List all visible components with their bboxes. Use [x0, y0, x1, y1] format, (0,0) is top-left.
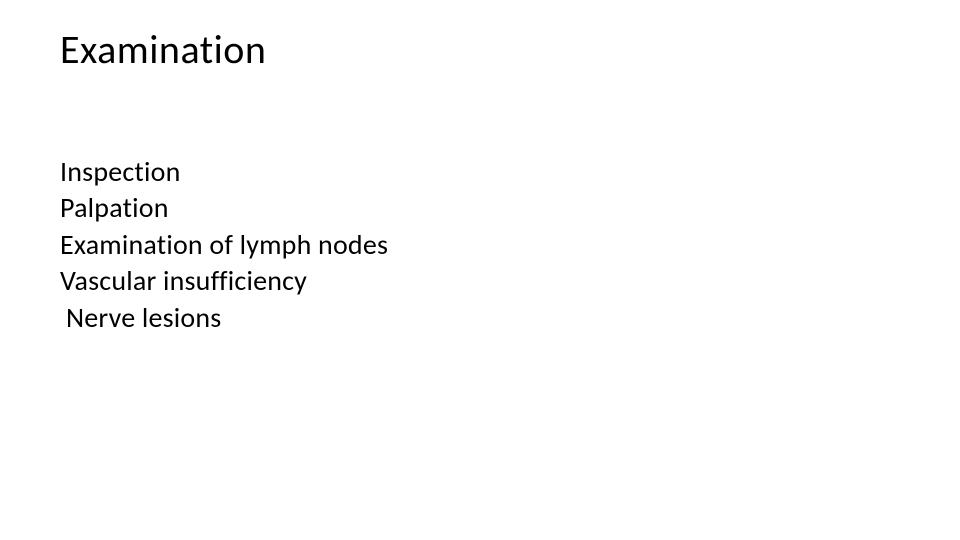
list-item: Palpation: [60, 190, 900, 226]
list-item: Vascular insufficiency: [60, 263, 900, 299]
content-list: Inspection Palpation Examination of lymp…: [60, 154, 900, 336]
list-item: Examination of lymph nodes: [60, 227, 900, 263]
list-item: Inspection: [60, 154, 900, 190]
slide-title: Examination: [60, 25, 900, 74]
list-item: Nerve lesions: [60, 300, 900, 336]
slide-container: Examination Inspection Palpation Examina…: [0, 0, 960, 540]
